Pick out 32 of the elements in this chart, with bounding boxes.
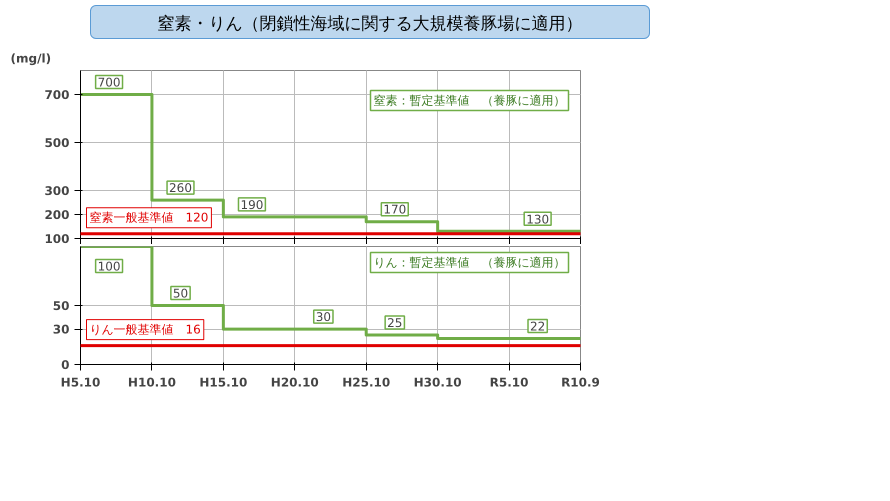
data-label: 170 [383, 202, 406, 217]
y-tick-label: 500 [44, 136, 70, 150]
data-label: 100 [98, 260, 121, 274]
text: りん：暫定基準値 （養豚に適用） [374, 256, 566, 270]
data-label: 130 [526, 212, 550, 226]
y-tick-label: 30 [52, 322, 70, 337]
y-tick-label: 100 [44, 232, 70, 246]
data-label: 25 [387, 316, 402, 330]
ref-line-label: りん一般基準値 16 [90, 322, 201, 337]
chart-title: 窒素・りん（閉鎖性海域に関する大規模養豚場に適用） [158, 13, 582, 36]
y-axis-title: (mg/l) [10, 52, 52, 66]
text: 窒素：暫定基準値 （養豚に適用） [374, 94, 566, 108]
data-label: 22 [530, 320, 546, 334]
data-label: 700 [98, 76, 121, 90]
y-tick-label: 200 [44, 208, 70, 222]
y-tick-label: 50 [52, 299, 70, 313]
y-tick-label: 300 [44, 184, 70, 198]
y-tick-label: 700 [44, 88, 70, 102]
data-label: 260 [169, 181, 192, 196]
ref-line-label: 窒素一般基準値 120 [90, 210, 208, 225]
x-tick-label: H25.10 [342, 376, 390, 390]
x-tick-label: H15.10 [199, 376, 248, 390]
x-tick-label: R10.9 [561, 376, 600, 390]
x-tick-label: H5.10 [60, 376, 100, 390]
x-tick-label: H10.10 [128, 376, 176, 390]
data-label: 30 [316, 310, 332, 324]
x-tick-label: H30.10 [414, 376, 462, 390]
y-tick-label: 0 [61, 358, 70, 372]
data-label: 190 [240, 198, 264, 212]
data-label: 50 [172, 286, 188, 300]
x-tick-label: R5.10 [490, 376, 529, 390]
x-tick-label: H20.10 [270, 376, 319, 390]
